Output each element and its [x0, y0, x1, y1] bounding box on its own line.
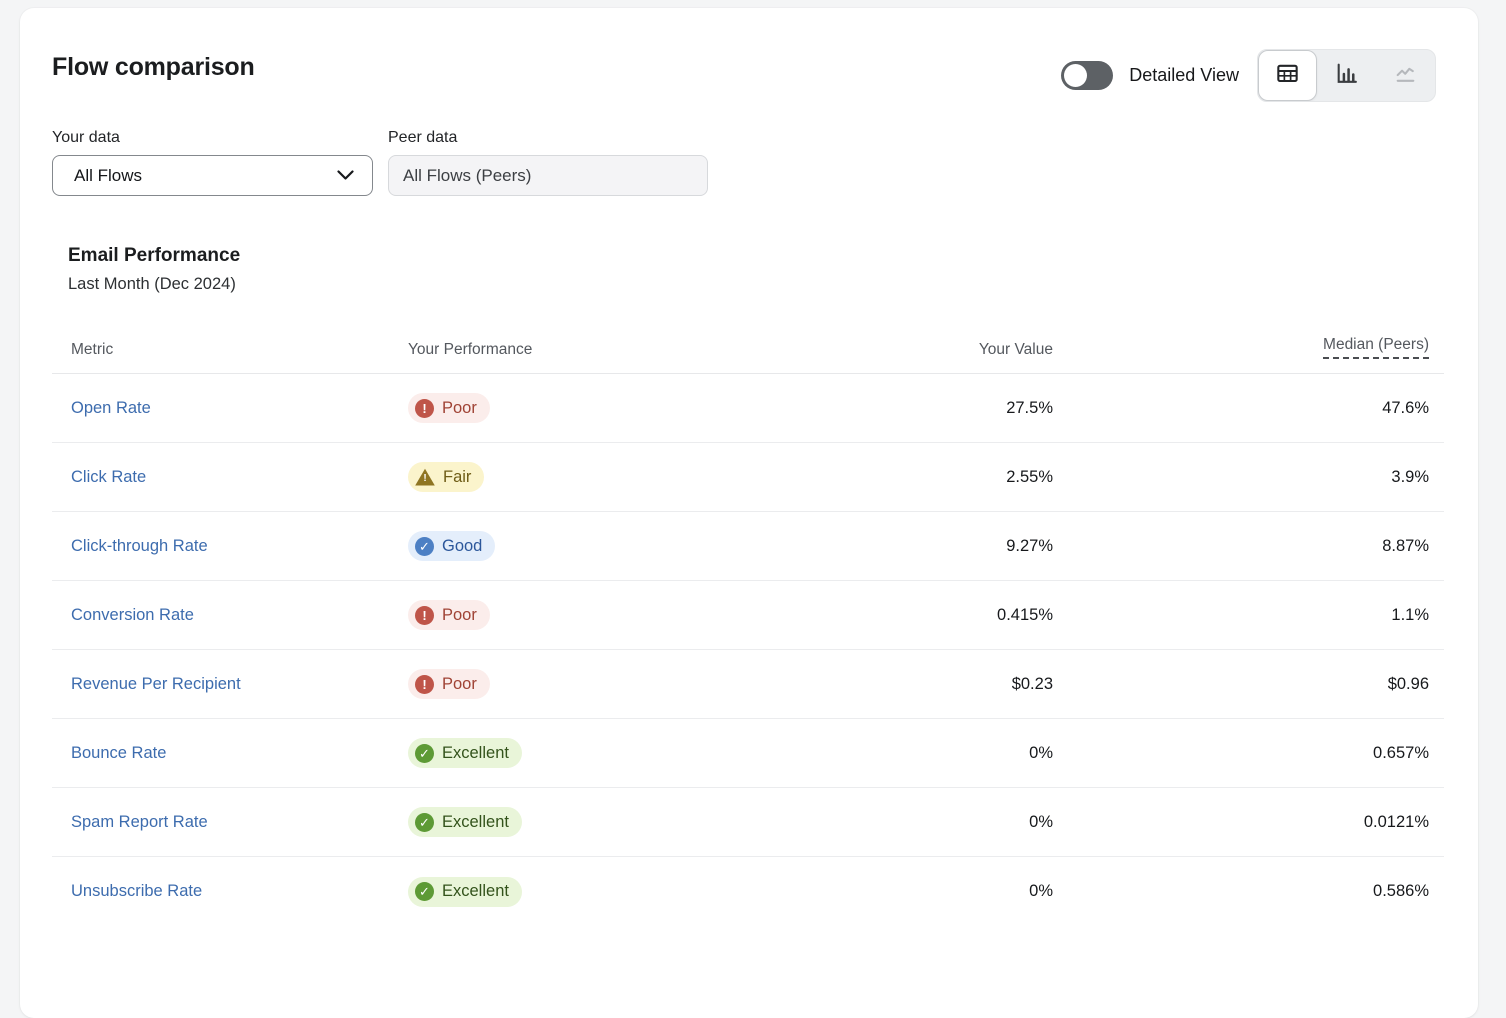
flow-comparison-card: Flow comparison Detailed View — [20, 8, 1478, 1018]
median-header-tooltip-trigger[interactable]: Median (Peers) — [1323, 336, 1429, 359]
section-subheading: Last Month (Dec 2024) — [68, 275, 236, 293]
median-value-cell: 0.657% — [1373, 743, 1429, 762]
median-value-cell: 1.1% — [1391, 605, 1429, 624]
check-circle-icon: ✓ — [415, 882, 434, 901]
column-header-your-value: Your Value — [978, 341, 1053, 358]
metric-link[interactable]: Click-through Rate — [71, 536, 208, 555]
median-value-cell: 3.9% — [1391, 467, 1429, 486]
table-view-button[interactable] — [1258, 50, 1317, 101]
your-data-value: All Flows — [74, 165, 143, 185]
line-chart-icon — [1393, 61, 1418, 91]
table-header-row: Metric Your Performance Your Value Media… — [52, 318, 1444, 374]
median-value-cell: $0.96 — [1387, 674, 1429, 693]
exclamation-circle-icon: ! — [415, 674, 434, 694]
check-circle-icon: ✓ — [415, 812, 434, 832]
page-title: Flow comparison — [52, 53, 255, 81]
comparison-table: Metric Your Performance Your Value Media… — [52, 318, 1444, 926]
performance-badge-label: Poor — [442, 398, 477, 417]
peer-data-label: Peer data — [388, 129, 458, 146]
median-value-cell: 0.0121% — [1363, 812, 1429, 831]
your-value-cell: 9.27% — [1006, 536, 1053, 555]
chevron-down-icon — [337, 166, 354, 186]
warning-triangle-icon: ! — [415, 468, 435, 486]
detailed-view-label: Detailed View — [1129, 65, 1239, 85]
performance-badge: ! Poor — [408, 600, 490, 630]
performance-badge: ✓ Excellent — [408, 876, 522, 907]
performance-badge-label: Poor — [442, 605, 477, 624]
data-filters: Your data All Flows Peer data All Flows … — [52, 129, 1444, 196]
median-value-cell: 8.87% — [1382, 536, 1429, 555]
exclamation-circle-icon: ! — [415, 398, 434, 418]
column-header-performance: Your Performance — [408, 341, 533, 358]
column-header-metric: Metric — [71, 341, 114, 358]
your-data-select[interactable]: All Flows — [52, 155, 373, 196]
table-row: Conversion Rate ! Poor 0.415% 1.1% — [52, 581, 1444, 650]
column-header-median: Median (Peers) — [1053, 336, 1429, 359]
your-value-cell: 27.5% — [1006, 398, 1053, 417]
metric-link[interactable]: Conversion Rate — [71, 605, 194, 624]
table-icon — [1275, 61, 1300, 91]
your-value-cell: 0% — [1029, 743, 1053, 762]
your-value-cell: 0.415% — [997, 605, 1053, 624]
table-row: Open Rate ! Poor 27.5% 47.6% — [52, 374, 1444, 443]
performance-badge-label: Excellent — [442, 743, 509, 762]
email-performance-section: Email Performance Last Month (Dec 2024) — [52, 245, 1444, 294]
table-row: Unsubscribe Rate ✓ Excellent 0% 0.586% — [52, 857, 1444, 926]
check-circle-icon: ✓ — [415, 743, 434, 763]
metric-link[interactable]: Spam Report Rate — [71, 812, 208, 831]
table-row: Revenue Per Recipient ! Poor $0.23 $0.96 — [52, 650, 1444, 719]
metric-link[interactable]: Unsubscribe Rate — [71, 882, 203, 900]
peer-data-value: All Flows (Peers) — [403, 165, 532, 185]
performance-badge: ! Poor — [408, 669, 490, 699]
peer-data-filter: Peer data All Flows (Peers) — [388, 129, 708, 196]
your-data-filter: Your data All Flows — [52, 129, 373, 196]
your-value-cell: 0% — [1029, 812, 1053, 831]
view-mode-switcher — [1257, 49, 1436, 102]
metric-link[interactable]: Click Rate — [71, 467, 147, 486]
performance-badge: ✓ Excellent — [408, 807, 522, 837]
bar-chart-view-button[interactable] — [1317, 50, 1376, 101]
median-value-cell: 0.586% — [1373, 882, 1429, 900]
performance-badge: ✓ Excellent — [408, 738, 522, 768]
exclamation-circle-icon: ! — [415, 605, 434, 625]
median-value-cell: 47.6% — [1382, 398, 1429, 417]
performance-badge: ! Poor — [408, 393, 490, 423]
table-body: Open Rate ! Poor 27.5% 47.6% Click Rate … — [52, 374, 1444, 926]
detailed-view-toggle[interactable] — [1061, 61, 1114, 90]
your-value-cell: $0.23 — [1011, 674, 1053, 693]
table-row: Click-through Rate ✓ Good 9.27% 8.87% — [52, 512, 1444, 581]
performance-badge-label: Excellent — [442, 812, 509, 831]
performance-badge-label: Good — [442, 536, 483, 555]
your-data-label: Your data — [52, 129, 120, 146]
performance-badge-label: Poor — [442, 674, 477, 693]
metric-link[interactable]: Revenue Per Recipient — [71, 674, 241, 693]
your-value-cell: 0% — [1029, 882, 1053, 900]
table-row: Bounce Rate ✓ Excellent 0% 0.657% — [52, 719, 1444, 788]
header-controls: Detailed View — [1061, 49, 1436, 102]
bar-chart-icon — [1334, 61, 1359, 91]
line-chart-view-button[interactable] — [1376, 50, 1435, 101]
your-value-cell: 2.55% — [1006, 467, 1053, 486]
performance-badge-label: Excellent — [442, 882, 509, 900]
performance-badge-label: Fair — [443, 467, 472, 486]
toggle-knob — [1064, 64, 1088, 87]
check-circle-icon: ✓ — [415, 536, 434, 556]
metric-link[interactable]: Open Rate — [71, 398, 151, 417]
table-row: Spam Report Rate ✓ Excellent 0% 0.0121% — [52, 788, 1444, 857]
peer-data-field: All Flows (Peers) — [388, 155, 708, 196]
table-row: Click Rate ! Fair 2.55% 3.9% — [52, 443, 1444, 512]
performance-badge: ✓ Good — [408, 531, 496, 561]
performance-badge: ! Fair — [408, 462, 485, 492]
metric-link[interactable]: Bounce Rate — [71, 743, 167, 762]
section-heading: Email Performance — [68, 245, 241, 266]
